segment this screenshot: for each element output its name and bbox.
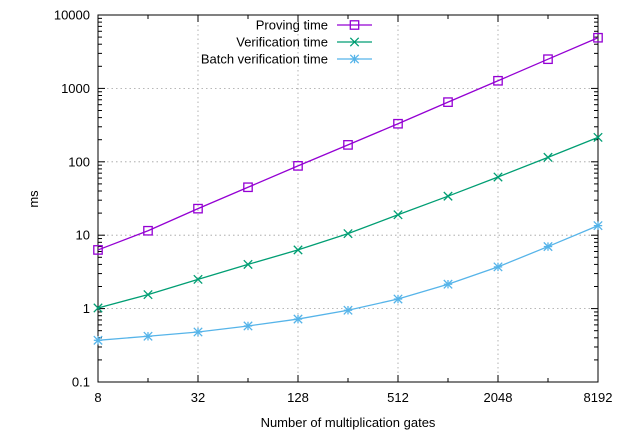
data-point (243, 182, 253, 193)
data-point (243, 321, 253, 331)
data-point (543, 241, 553, 252)
y-tick-label: 10000 (54, 8, 90, 23)
series-lines (97, 37, 599, 341)
data-point (143, 289, 153, 300)
data-point (443, 97, 453, 107)
data-point (93, 245, 103, 255)
data-point (543, 152, 553, 163)
data-point (93, 335, 103, 345)
data-point (293, 245, 303, 255)
x-tick-labels: 8 32 128 512 2048 8192 (94, 390, 612, 405)
data-point (243, 259, 253, 270)
x-tick-label: 128 (287, 390, 309, 405)
legend-label: Proving time (256, 18, 328, 33)
data-point (193, 327, 203, 337)
data-point (193, 203, 203, 214)
data-point (93, 303, 103, 313)
data-point (143, 331, 153, 341)
y-axis-label: ms (26, 190, 41, 208)
legend: Proving time Verification time Batch verif… (201, 18, 372, 67)
series-line (97, 136, 599, 309)
data-point (343, 228, 353, 239)
y-tick-label: 1 (83, 301, 90, 316)
data-point (593, 132, 603, 143)
legend-marker (349, 37, 360, 47)
series-line (97, 225, 599, 341)
series-markers (93, 32, 603, 345)
data-point (543, 54, 553, 65)
y-tick-label: 100 (68, 154, 90, 169)
data-point (143, 225, 153, 236)
data-point (193, 274, 203, 285)
data-point (293, 161, 303, 171)
y-tick-label: 10 (76, 228, 90, 243)
legend-marker (349, 20, 360, 30)
x-axis-label: Number of multiplication gates (261, 415, 436, 430)
data-point (493, 262, 503, 272)
legend-label: Verification time (236, 35, 328, 50)
data-point (393, 118, 403, 129)
data-point (493, 172, 503, 182)
y-tick-label: 0.1 (72, 375, 90, 390)
data-point (593, 220, 603, 231)
data-point (493, 75, 503, 86)
y-tick-labels: 0.1 1 10 100 1000 10000 (54, 8, 90, 390)
data-point (443, 191, 453, 201)
x-tick-label: 32 (191, 390, 205, 405)
x-tick-label: 8 (94, 390, 101, 405)
data-point (593, 32, 603, 43)
legend-marker (349, 54, 360, 64)
axis-ticks (97, 14, 599, 383)
data-point (443, 279, 453, 289)
data-point (293, 314, 303, 324)
x-tick-label: 8192 (584, 390, 613, 405)
x-tick-label: 2048 (484, 390, 513, 405)
data-point (343, 140, 353, 150)
data-point (393, 210, 403, 220)
y-tick-label: 1000 (61, 81, 90, 96)
x-tick-label: 512 (387, 390, 409, 405)
legend-label: Batch verification time (201, 52, 328, 67)
data-point (343, 305, 353, 315)
series-line (97, 37, 599, 251)
data-point (393, 294, 403, 304)
